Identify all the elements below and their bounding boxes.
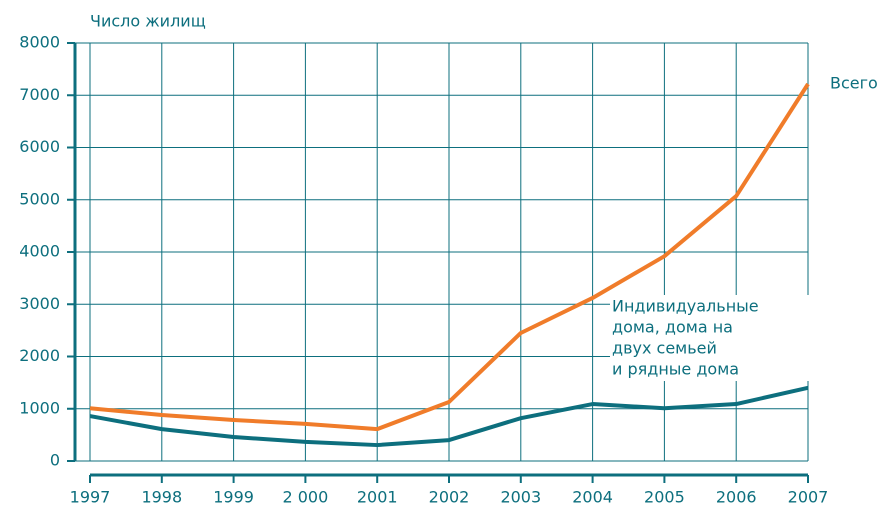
series-line: [89, 82, 810, 432]
y-tick-label: 1000: [19, 398, 60, 417]
x-tick-label: 2 000: [282, 488, 328, 507]
x-tick-label: 2001: [357, 488, 398, 507]
series-label: Всего: [830, 74, 878, 93]
x-tick-label: 2006: [716, 488, 757, 507]
y-tick-label: 5000: [19, 189, 60, 208]
y-axis-title: Число жилищ: [90, 12, 206, 31]
series-label: двух семьей: [612, 339, 717, 358]
x-tick-label: 2002: [429, 488, 470, 507]
x-tick-label: 2005: [644, 488, 685, 507]
x-tick-label: 1998: [141, 488, 182, 507]
y-tick-label: 3000: [19, 294, 60, 313]
y-tick-label: 0: [50, 451, 60, 470]
series-label: дома, дома на: [612, 318, 733, 337]
x-tick-label: 1999: [213, 488, 254, 507]
x-tick-label: 2004: [572, 488, 613, 507]
series-line: [89, 385, 809, 448]
x-tick-label: 1997: [70, 488, 111, 507]
x-tick-label: 2007: [788, 488, 829, 507]
y-tick-label: 6000: [19, 137, 60, 156]
y-tick-label: 8000: [19, 33, 60, 52]
y-tick-label: 4000: [19, 242, 60, 261]
y-tick-label: 7000: [19, 85, 60, 104]
x-tick-label: 2003: [500, 488, 541, 507]
y-tick-label: 2000: [19, 346, 60, 365]
series-label: и рядные дома: [612, 360, 739, 379]
series-label: Индивидуальные: [612, 297, 759, 316]
label-background: [610, 295, 810, 381]
